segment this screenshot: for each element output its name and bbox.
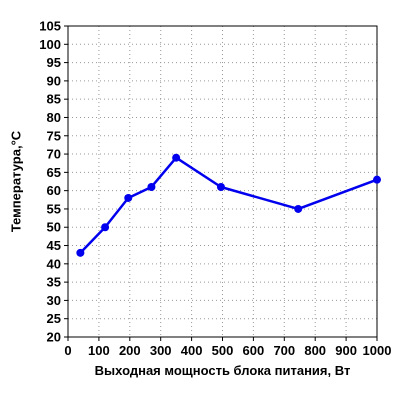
y-tick-label: 85	[47, 92, 61, 107]
y-tick-label: 100	[39, 37, 61, 52]
y-tick-label: 30	[47, 293, 61, 308]
data-point	[216, 182, 225, 191]
series-layer	[76, 153, 381, 257]
x-tick-label: 400	[181, 343, 203, 358]
x-tick-label: 700	[273, 343, 295, 358]
y-tick-label: 80	[47, 110, 61, 125]
y-tick-label: 55	[47, 201, 61, 216]
x-tick-label: 200	[119, 343, 141, 358]
y-tick-label: 75	[47, 128, 61, 143]
x-tick-label: 800	[304, 343, 326, 358]
y-tick-label: 70	[47, 147, 61, 162]
data-point	[76, 248, 85, 257]
x-tick-label: 500	[212, 343, 234, 358]
y-tick-label: 40	[47, 256, 61, 271]
series-line	[79, 156, 378, 254]
x-tick-label: 1000	[363, 343, 392, 358]
grid-lines	[68, 26, 377, 337]
data-point	[294, 204, 303, 213]
x-axis-tick-labels: 0 100 200 300 400 500 600 700 800 900 1000	[64, 343, 391, 358]
y-axis-label: Температура,°С	[9, 130, 24, 232]
y-tick-label: 95	[47, 55, 61, 70]
x-axis-label: Выходная мощность блока питания, Вт	[95, 363, 351, 378]
y-tick-label: 50	[47, 220, 61, 235]
data-point	[172, 153, 181, 162]
tick-marks	[64, 25, 378, 341]
y-tick-label: 25	[47, 311, 61, 326]
x-tick-label: 300	[150, 343, 172, 358]
data-point	[147, 182, 156, 191]
data-point	[101, 223, 110, 232]
y-tick-label: 45	[47, 238, 61, 253]
y-tick-label: 90	[47, 73, 61, 88]
y-tick-label: 20	[47, 330, 61, 345]
y-tick-label: 65	[47, 165, 61, 180]
x-tick-label: 600	[243, 343, 265, 358]
data-point	[124, 193, 133, 202]
x-tick-label: 900	[335, 343, 357, 358]
y-tick-label: 35	[47, 275, 61, 290]
y-tick-label: 105	[39, 19, 61, 34]
y-tick-label: 60	[47, 183, 61, 198]
y-axis-tick-labels: 20 25 30 35 40 45 50 55 60 65 70 75 80 85 90 95 100 105	[39, 19, 61, 345]
x-tick-label: 100	[88, 343, 110, 358]
data-point	[373, 175, 381, 184]
x-tick-label: 0	[64, 343, 71, 358]
